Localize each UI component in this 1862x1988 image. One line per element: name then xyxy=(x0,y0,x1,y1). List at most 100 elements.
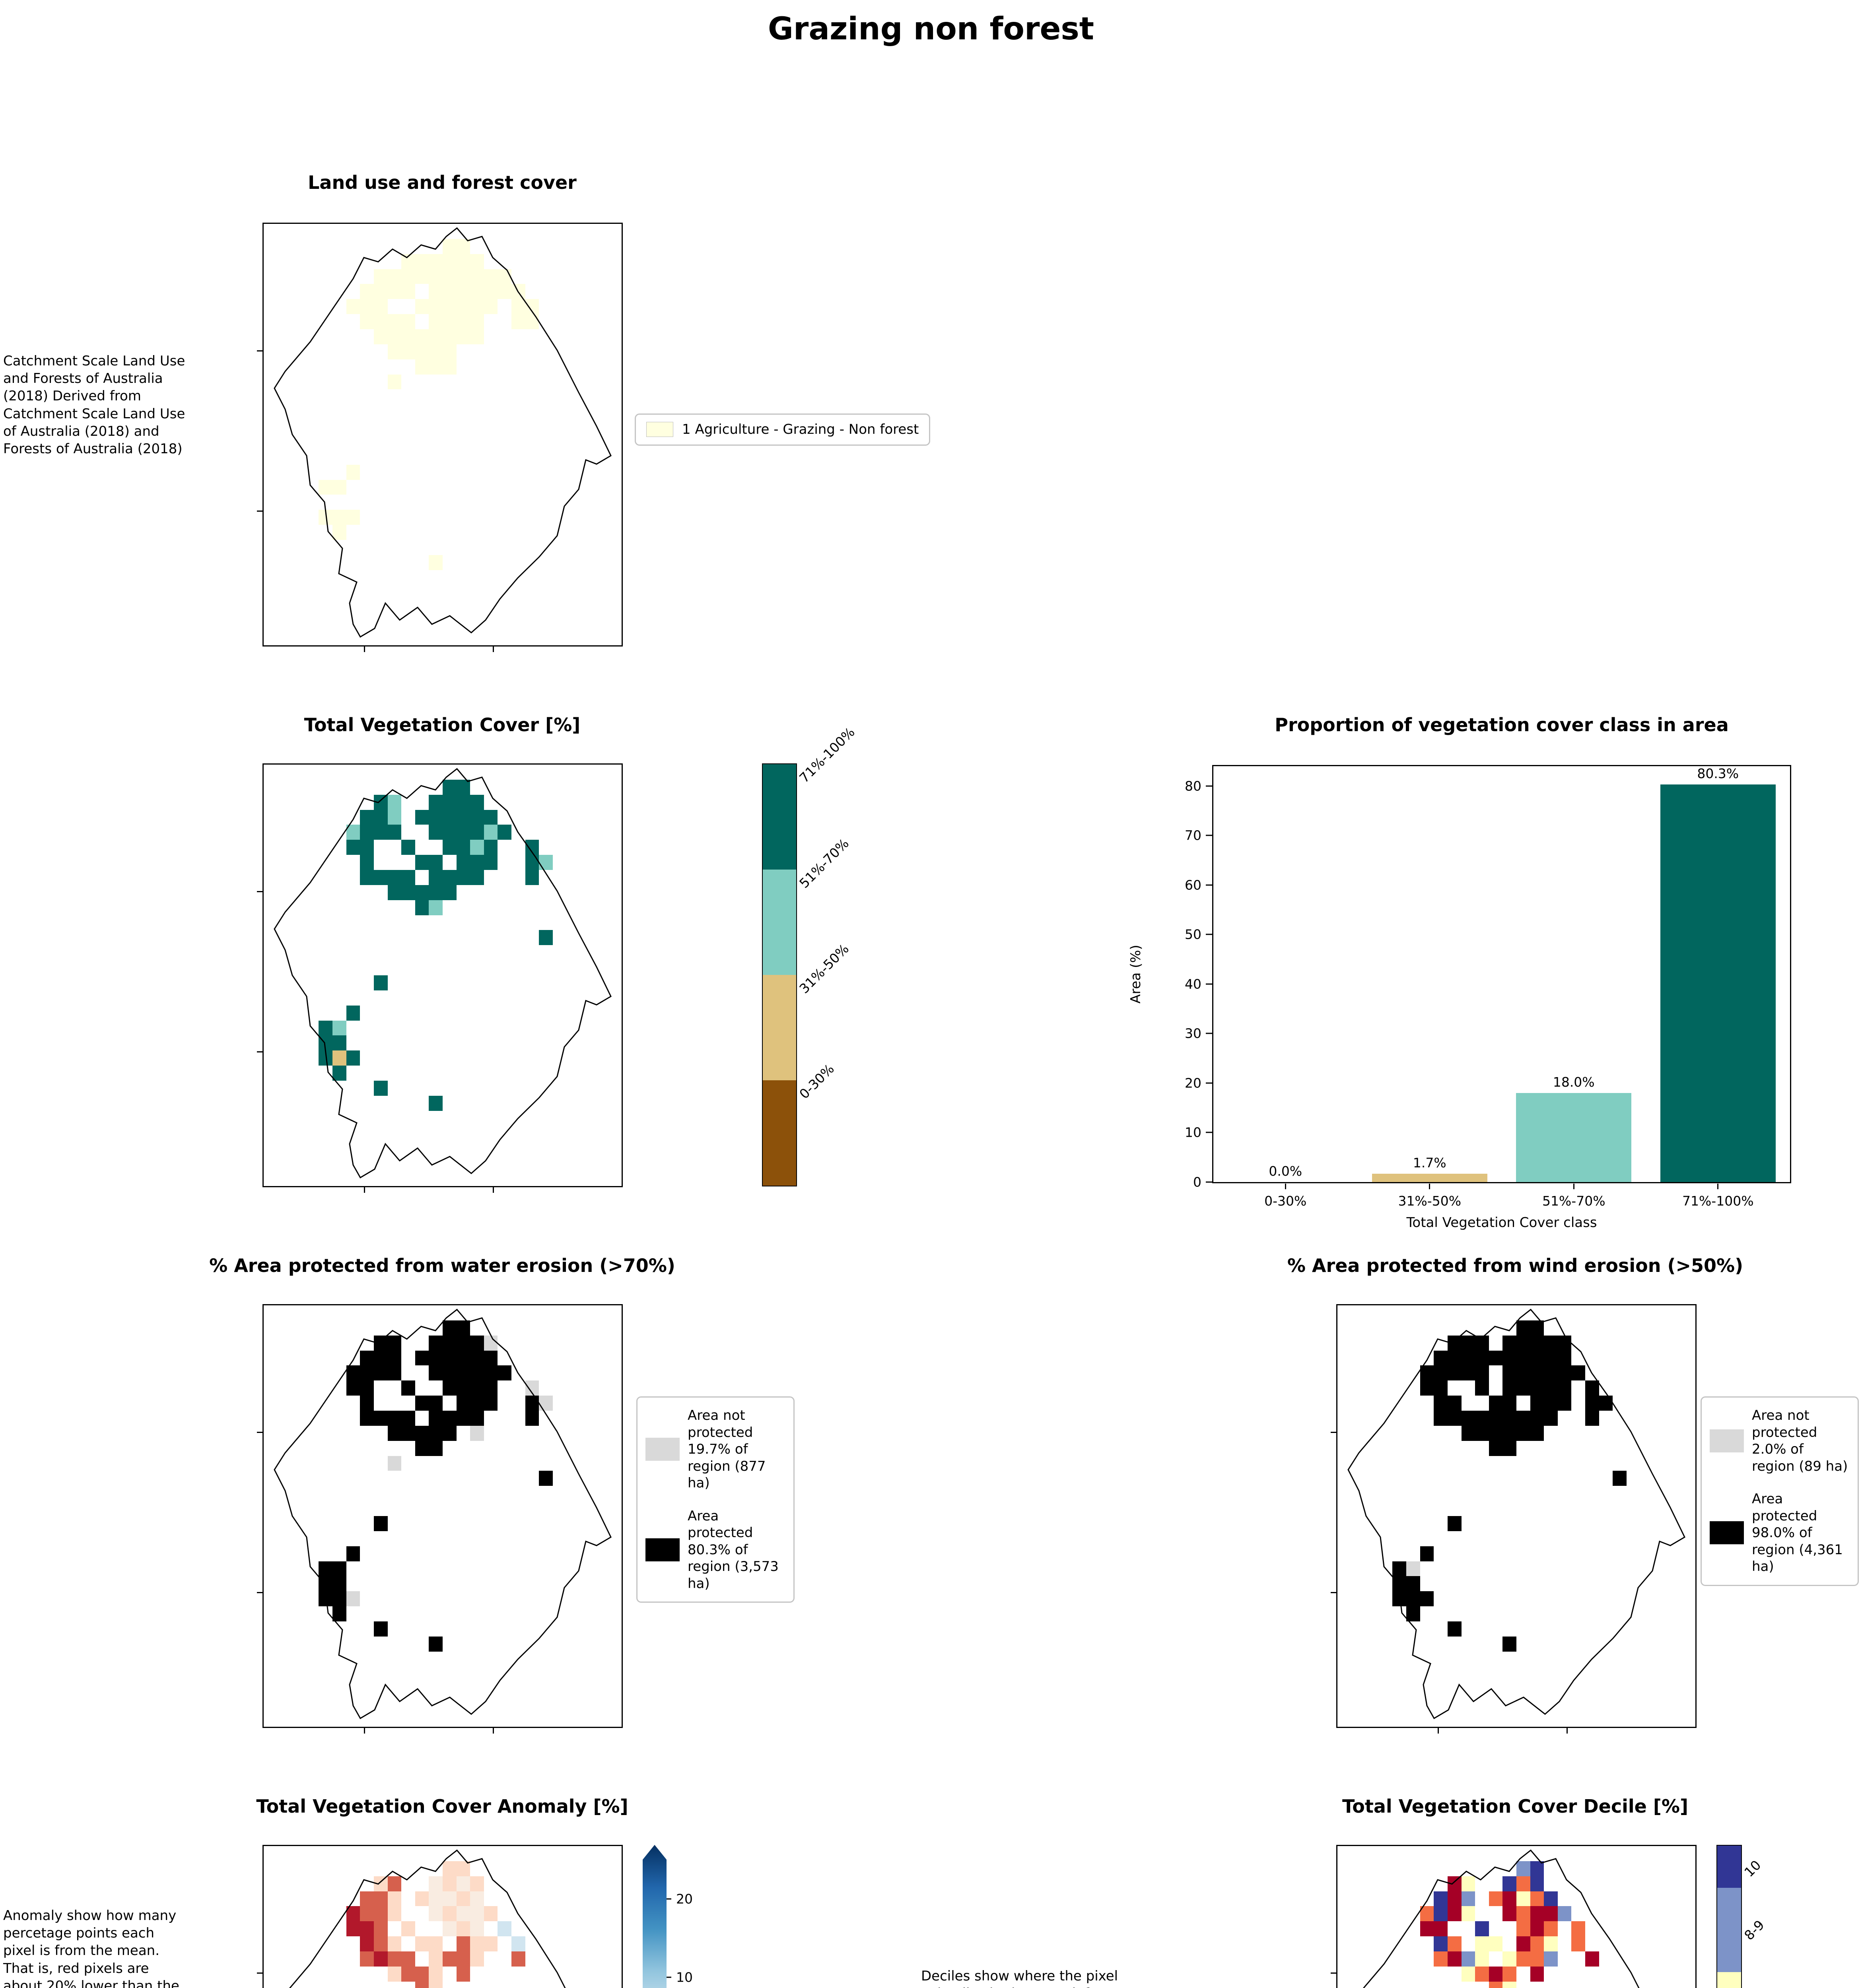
map-cell xyxy=(1420,1546,1434,1561)
map-cell xyxy=(1434,1365,1448,1381)
map-cell xyxy=(319,1561,333,1576)
veg-cover-title: Total Vegetation Cover [%] xyxy=(304,714,581,736)
map-cell xyxy=(484,840,498,855)
map-cell xyxy=(332,1561,346,1576)
x-axis-tick xyxy=(1438,1728,1439,1734)
map-cell xyxy=(373,1891,388,1906)
map-cell xyxy=(1461,1411,1475,1426)
map-cell xyxy=(1434,1396,1448,1411)
bar xyxy=(1660,784,1776,1182)
map-cell xyxy=(470,870,484,885)
map-cell xyxy=(401,329,415,344)
map-cell xyxy=(401,1425,415,1441)
map-cell xyxy=(346,1005,360,1021)
map-cell xyxy=(539,855,553,870)
map-cell xyxy=(484,1365,498,1381)
proportion-chart-title: Proportion of vegetation cover class in … xyxy=(1275,714,1729,736)
map-cell xyxy=(387,1335,402,1351)
map-cell xyxy=(401,284,415,299)
map-cell xyxy=(1516,1936,1530,1951)
map-cell xyxy=(1489,1425,1503,1441)
protected-swatch xyxy=(645,1538,680,1561)
map-cell xyxy=(456,329,470,344)
map-cell xyxy=(429,1396,443,1411)
map-cell xyxy=(470,254,484,269)
colorbar-tick-label: 51%-70% xyxy=(796,835,852,891)
map-cell xyxy=(470,299,484,315)
map-cell xyxy=(443,329,457,344)
colorbar-tick xyxy=(667,1898,671,1900)
map-cell xyxy=(429,254,443,269)
map-cell xyxy=(1502,1966,1516,1982)
map-cell xyxy=(1392,1561,1407,1576)
map-cell xyxy=(1516,1425,1530,1441)
map-cell xyxy=(539,1396,553,1411)
map-cell xyxy=(443,299,457,315)
map-cell xyxy=(1434,1380,1448,1396)
map-cell xyxy=(401,1921,415,1937)
land-use-note: Catchment Scale Land Use and Forests of … xyxy=(3,353,185,457)
bar-value-label: 1.7% xyxy=(1413,1155,1446,1171)
map-cell xyxy=(387,825,402,840)
map-cell xyxy=(429,269,443,284)
map-cell xyxy=(415,1350,429,1366)
land-use-legend-label: 1 Agriculture - Grazing - Non forest xyxy=(682,421,919,437)
map-cell xyxy=(360,284,374,299)
map-cell xyxy=(401,1951,415,1967)
map-cell xyxy=(1544,1335,1558,1351)
map-cell xyxy=(1530,1891,1544,1906)
water-erosion-title: % Area protected from water erosion (>70… xyxy=(209,1255,675,1276)
catchment-outline xyxy=(264,1305,622,1727)
map-cell xyxy=(401,885,415,900)
map-cell xyxy=(387,1951,402,1967)
map-cell xyxy=(387,329,402,344)
map-cell xyxy=(470,840,484,855)
map-cell xyxy=(373,299,388,315)
map-cell xyxy=(1585,1951,1599,1967)
map-cell xyxy=(332,1020,346,1036)
decile-title: Total Vegetation Cover Decile [%] xyxy=(1342,1796,1689,1817)
y-axis-tick xyxy=(257,891,262,892)
map-cell xyxy=(470,1951,484,1967)
map-cell xyxy=(1613,1471,1627,1486)
map-cell xyxy=(346,1365,360,1381)
not-protected-swatch xyxy=(645,1438,680,1461)
map-cell xyxy=(415,885,429,900)
map-cell xyxy=(332,1050,346,1066)
map-cell xyxy=(332,1591,346,1607)
map-cell xyxy=(443,1951,457,1967)
map-cell xyxy=(1502,1335,1516,1351)
map-cell xyxy=(429,1981,443,1988)
map-cell xyxy=(401,1411,415,1426)
map-cell xyxy=(470,1365,484,1381)
decile-note: Deciles show where the pixel value lies … xyxy=(921,1968,1118,1988)
map-cell xyxy=(443,1891,457,1906)
map-cell xyxy=(373,825,388,840)
map-cell xyxy=(443,840,457,855)
y-tick xyxy=(1206,1033,1212,1034)
map-cell xyxy=(470,855,484,870)
bar-chart-plot-area: 0 10 20 30 40 50 60 70 80 0.0% 0-30% 1.7% 31%-50% 18.… xyxy=(1128,765,1791,1231)
map-cell xyxy=(1530,1951,1544,1967)
map-cell xyxy=(1475,1350,1489,1366)
map-cell xyxy=(1475,1380,1489,1396)
map-cell xyxy=(387,314,402,329)
map-cell xyxy=(1434,1350,1448,1366)
map-cell xyxy=(1585,1411,1599,1426)
map-cell xyxy=(1557,1365,1572,1381)
map-cell xyxy=(1544,1891,1558,1906)
map-cell xyxy=(1585,1396,1599,1411)
map-cell xyxy=(456,254,470,269)
map-cell xyxy=(346,1591,360,1607)
map-cell xyxy=(456,1411,470,1426)
map-cell xyxy=(484,1380,498,1396)
map-cell xyxy=(429,870,443,885)
map-cell xyxy=(332,525,346,540)
map-cell xyxy=(456,1380,470,1396)
map-cell xyxy=(1585,1380,1599,1396)
map-cell xyxy=(525,1396,539,1411)
map-cell xyxy=(470,329,484,344)
y-axis-tick xyxy=(257,510,262,512)
water-erosion-map-cells xyxy=(264,1305,622,1727)
page-title: Grazing non forest xyxy=(768,11,1094,47)
